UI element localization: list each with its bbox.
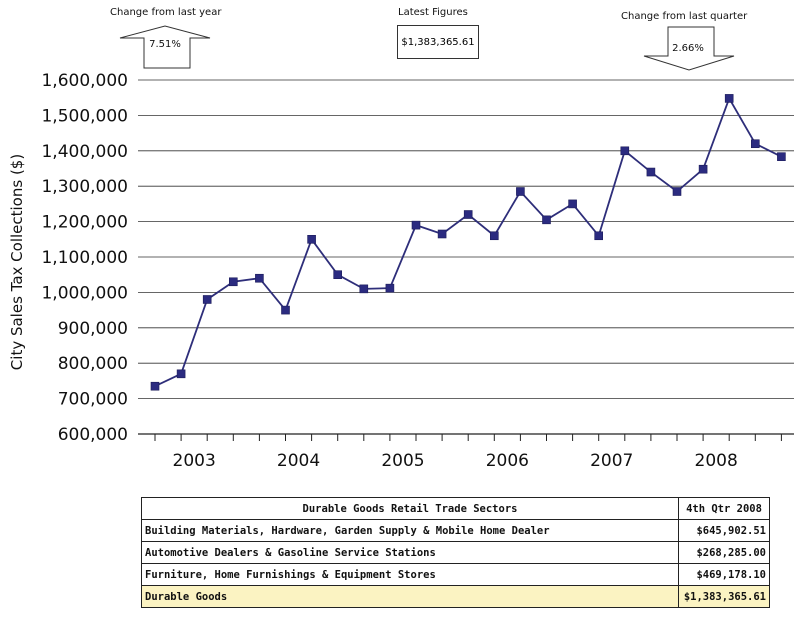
data-point: [489, 231, 499, 241]
table-row: Building Materials, Hardware, Garden Sup…: [141, 519, 770, 542]
series-line: [154, 96, 782, 388]
data-point: [568, 199, 577, 209]
data-point: [307, 235, 316, 244]
data-point: [777, 152, 786, 161]
table-cell-sector: Furniture, Home Furnishings & Equipment …: [141, 563, 679, 586]
latest-figures-title: Latest Figures: [398, 7, 468, 18]
data-point: [150, 381, 160, 391]
data-point: [359, 284, 369, 294]
y-tick-label: 700,000: [58, 390, 128, 410]
year-change-title: Change from last year: [110, 7, 222, 18]
x-tick-label: 2008: [695, 451, 738, 471]
table-cell-sector: Building Materials, Hardware, Garden Sup…: [141, 519, 679, 542]
table-header-sector: Durable Goods Retail Trade Sectors: [141, 497, 679, 520]
x-tick-label: 2005: [381, 451, 424, 471]
y-tick-label: 1,000,000: [41, 283, 128, 303]
data-point: [385, 283, 395, 293]
latest-figures-value: $1,383,365.61: [397, 25, 479, 59]
up-arrow-icon: [119, 25, 211, 69]
x-tick-label: 2007: [590, 451, 633, 471]
data-point: [255, 273, 264, 283]
data-point: [620, 146, 630, 156]
y-axis-label: City Sales Tax Collections ($): [8, 154, 26, 370]
data-point: [750, 139, 760, 149]
table-cell-value: $645,902.51: [678, 519, 770, 542]
data-point: [516, 187, 525, 196]
down-arrow-icon: [643, 26, 735, 71]
quarter-change-value: 2.66%: [672, 43, 704, 54]
table-total-label: Durable Goods: [141, 585, 679, 608]
data-point: [463, 210, 473, 219]
sectors-table: Durable Goods Retail Trade Sectors 4th Q…: [141, 497, 770, 608]
sales-tax-line-chart: 600,000 700,000 800,000 900,000 1,000,000 1,1…: [8, 71, 794, 471]
data-point: [724, 94, 734, 103]
data-point: [333, 270, 343, 280]
data-point: [672, 187, 682, 196]
data-point: [202, 295, 212, 304]
table-header-row: Durable Goods Retail Trade Sectors 4th Q…: [141, 497, 770, 520]
y-tick-label: 1,500,000: [41, 106, 128, 126]
quarter-change-title: Change from last quarter: [621, 11, 748, 22]
table-total-row: Durable Goods $1,383,365.61: [141, 585, 770, 608]
table-header-quarter: 4th Qtr 2008: [678, 497, 770, 520]
data-point: [411, 220, 421, 230]
table-total-value: $1,383,365.61: [678, 585, 770, 608]
data-point: [437, 229, 447, 239]
year-change-value: 7.51%: [149, 39, 181, 50]
table-row: Furniture, Home Furnishings & Equipment …: [141, 563, 770, 586]
y-tick-label: 1,600,000: [41, 71, 128, 91]
data-point: [594, 231, 604, 241]
y-tick-label: 900,000: [58, 319, 128, 339]
data-point: [176, 369, 186, 379]
y-tick-label: 1,300,000: [41, 177, 128, 197]
y-tick-label: 1,100,000: [41, 248, 128, 268]
table-cell-value: $469,178.10: [678, 563, 770, 586]
data-point: [646, 167, 656, 177]
table-cell-value: $268,285.00: [678, 541, 770, 564]
x-tick-label: 2003: [173, 451, 216, 471]
table-row: Automotive Dealers & Gasoline Service St…: [141, 541, 770, 564]
data-point: [698, 164, 708, 174]
y-tick-label: 600,000: [58, 425, 128, 445]
y-tick-label: 1,400,000: [41, 142, 128, 162]
data-point: [229, 277, 238, 287]
data-point: [281, 305, 290, 315]
x-tick-label: 2006: [486, 451, 529, 471]
y-tick-label: 800,000: [58, 354, 128, 374]
y-tick-label: 1,200,000: [41, 213, 128, 233]
x-tick-label: 2004: [277, 451, 320, 471]
data-point: [542, 215, 551, 225]
table-cell-sector: Automotive Dealers & Gasoline Service St…: [141, 541, 679, 564]
